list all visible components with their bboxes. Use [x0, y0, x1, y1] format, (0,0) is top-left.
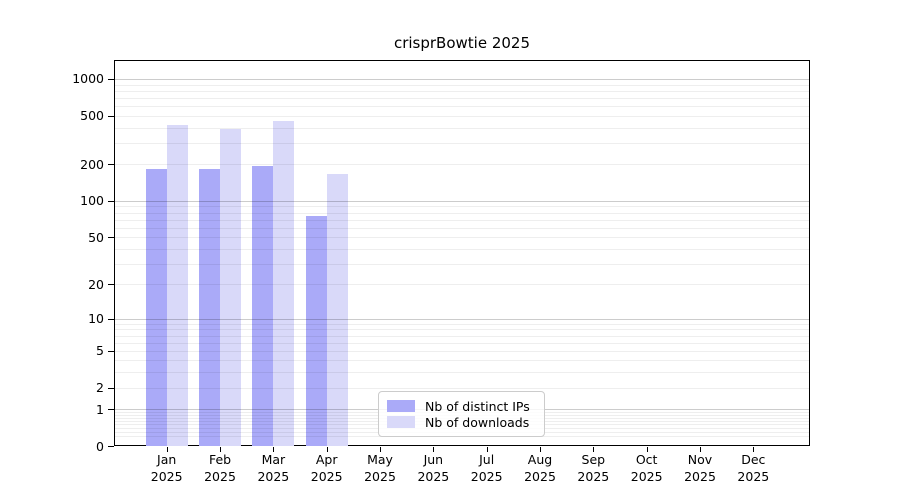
y-tick-mark [108, 387, 114, 389]
x-tick-label: Jul 2025 [470, 452, 503, 484]
y-tick-label: 20 [88, 276, 104, 292]
bar-distinct-ips [305, 215, 327, 446]
x-tick-label: Mar 2025 [257, 452, 290, 484]
legend: Nb of distinct IPs Nb of downloads [378, 391, 545, 437]
bar-downloads [273, 120, 295, 446]
y-tick-label: 100 [80, 193, 104, 209]
x-tick-mark [486, 447, 488, 452]
y-tick-label: 1 [96, 401, 104, 417]
x-tick-label: Dec 2025 [737, 452, 770, 484]
x-tick-mark [273, 447, 275, 452]
y-tick-mark [108, 237, 114, 239]
x-tick-mark [593, 447, 595, 452]
x-tick-label: Sep 2025 [577, 452, 610, 484]
legend-row-downloads: Nb of downloads [387, 414, 534, 430]
bar-distinct-ips [145, 168, 167, 446]
x-tick-label: Aug 2025 [524, 452, 556, 484]
x-tick-label: Nov 2025 [684, 452, 716, 484]
y-tick-label: 1000 [72, 71, 104, 87]
x-tick-mark [540, 447, 541, 452]
x-tick-label: Jan 2025 [150, 452, 183, 484]
x-tick-label: Feb 2025 [204, 452, 236, 484]
y-tick-mark [108, 200, 114, 202]
y-tick-label: 10 [88, 311, 104, 327]
x-tick-mark [220, 447, 222, 452]
legend-swatch-downloads [387, 416, 415, 428]
x-tick-label: Apr 2025 [310, 452, 343, 484]
legend-label-downloads: Nb of downloads [425, 414, 530, 430]
y-tick-label: 2 [96, 380, 104, 396]
x-tick-mark [433, 447, 435, 452]
legend-swatch-distinct-ips [387, 400, 415, 412]
x-tick-mark [326, 447, 328, 452]
y-tick-label: 50 [88, 229, 104, 245]
bar-distinct-ips [199, 168, 221, 446]
x-tick-mark [646, 447, 648, 452]
y-tick-mark [108, 164, 114, 166]
x-tick-label: May 2025 [364, 452, 396, 484]
bar-downloads [326, 174, 348, 446]
bar-downloads [166, 124, 188, 446]
chart-title: crisprBowtie 2025 [393, 34, 531, 52]
y-tick-label: 500 [80, 108, 104, 124]
y-tick-label: 5 [96, 343, 104, 359]
legend-row-distinct-ips: Nb of distinct IPs [387, 398, 534, 414]
y-tick-mark [108, 446, 114, 447]
y-tick-mark [108, 115, 114, 117]
x-tick-mark [166, 447, 168, 452]
x-tick-mark [380, 447, 382, 452]
y-tick-mark [108, 318, 114, 320]
bar-downloads [220, 128, 242, 446]
legend-label-distinct-ips: Nb of distinct IPs [425, 398, 530, 414]
x-tick-label: Oct 2025 [630, 452, 663, 484]
y-tick-mark [108, 78, 114, 80]
bar-distinct-ips [252, 165, 274, 446]
y-tick-mark [108, 284, 114, 286]
x-tick-mark [700, 447, 701, 452]
y-tick-mark [108, 409, 114, 411]
y-tick-label: 200 [80, 156, 104, 172]
x-tick-label: Jun 2025 [417, 452, 450, 484]
x-tick-mark [753, 447, 755, 452]
y-tick-label: 0 [96, 438, 104, 454]
y-tick-mark [108, 350, 114, 352]
